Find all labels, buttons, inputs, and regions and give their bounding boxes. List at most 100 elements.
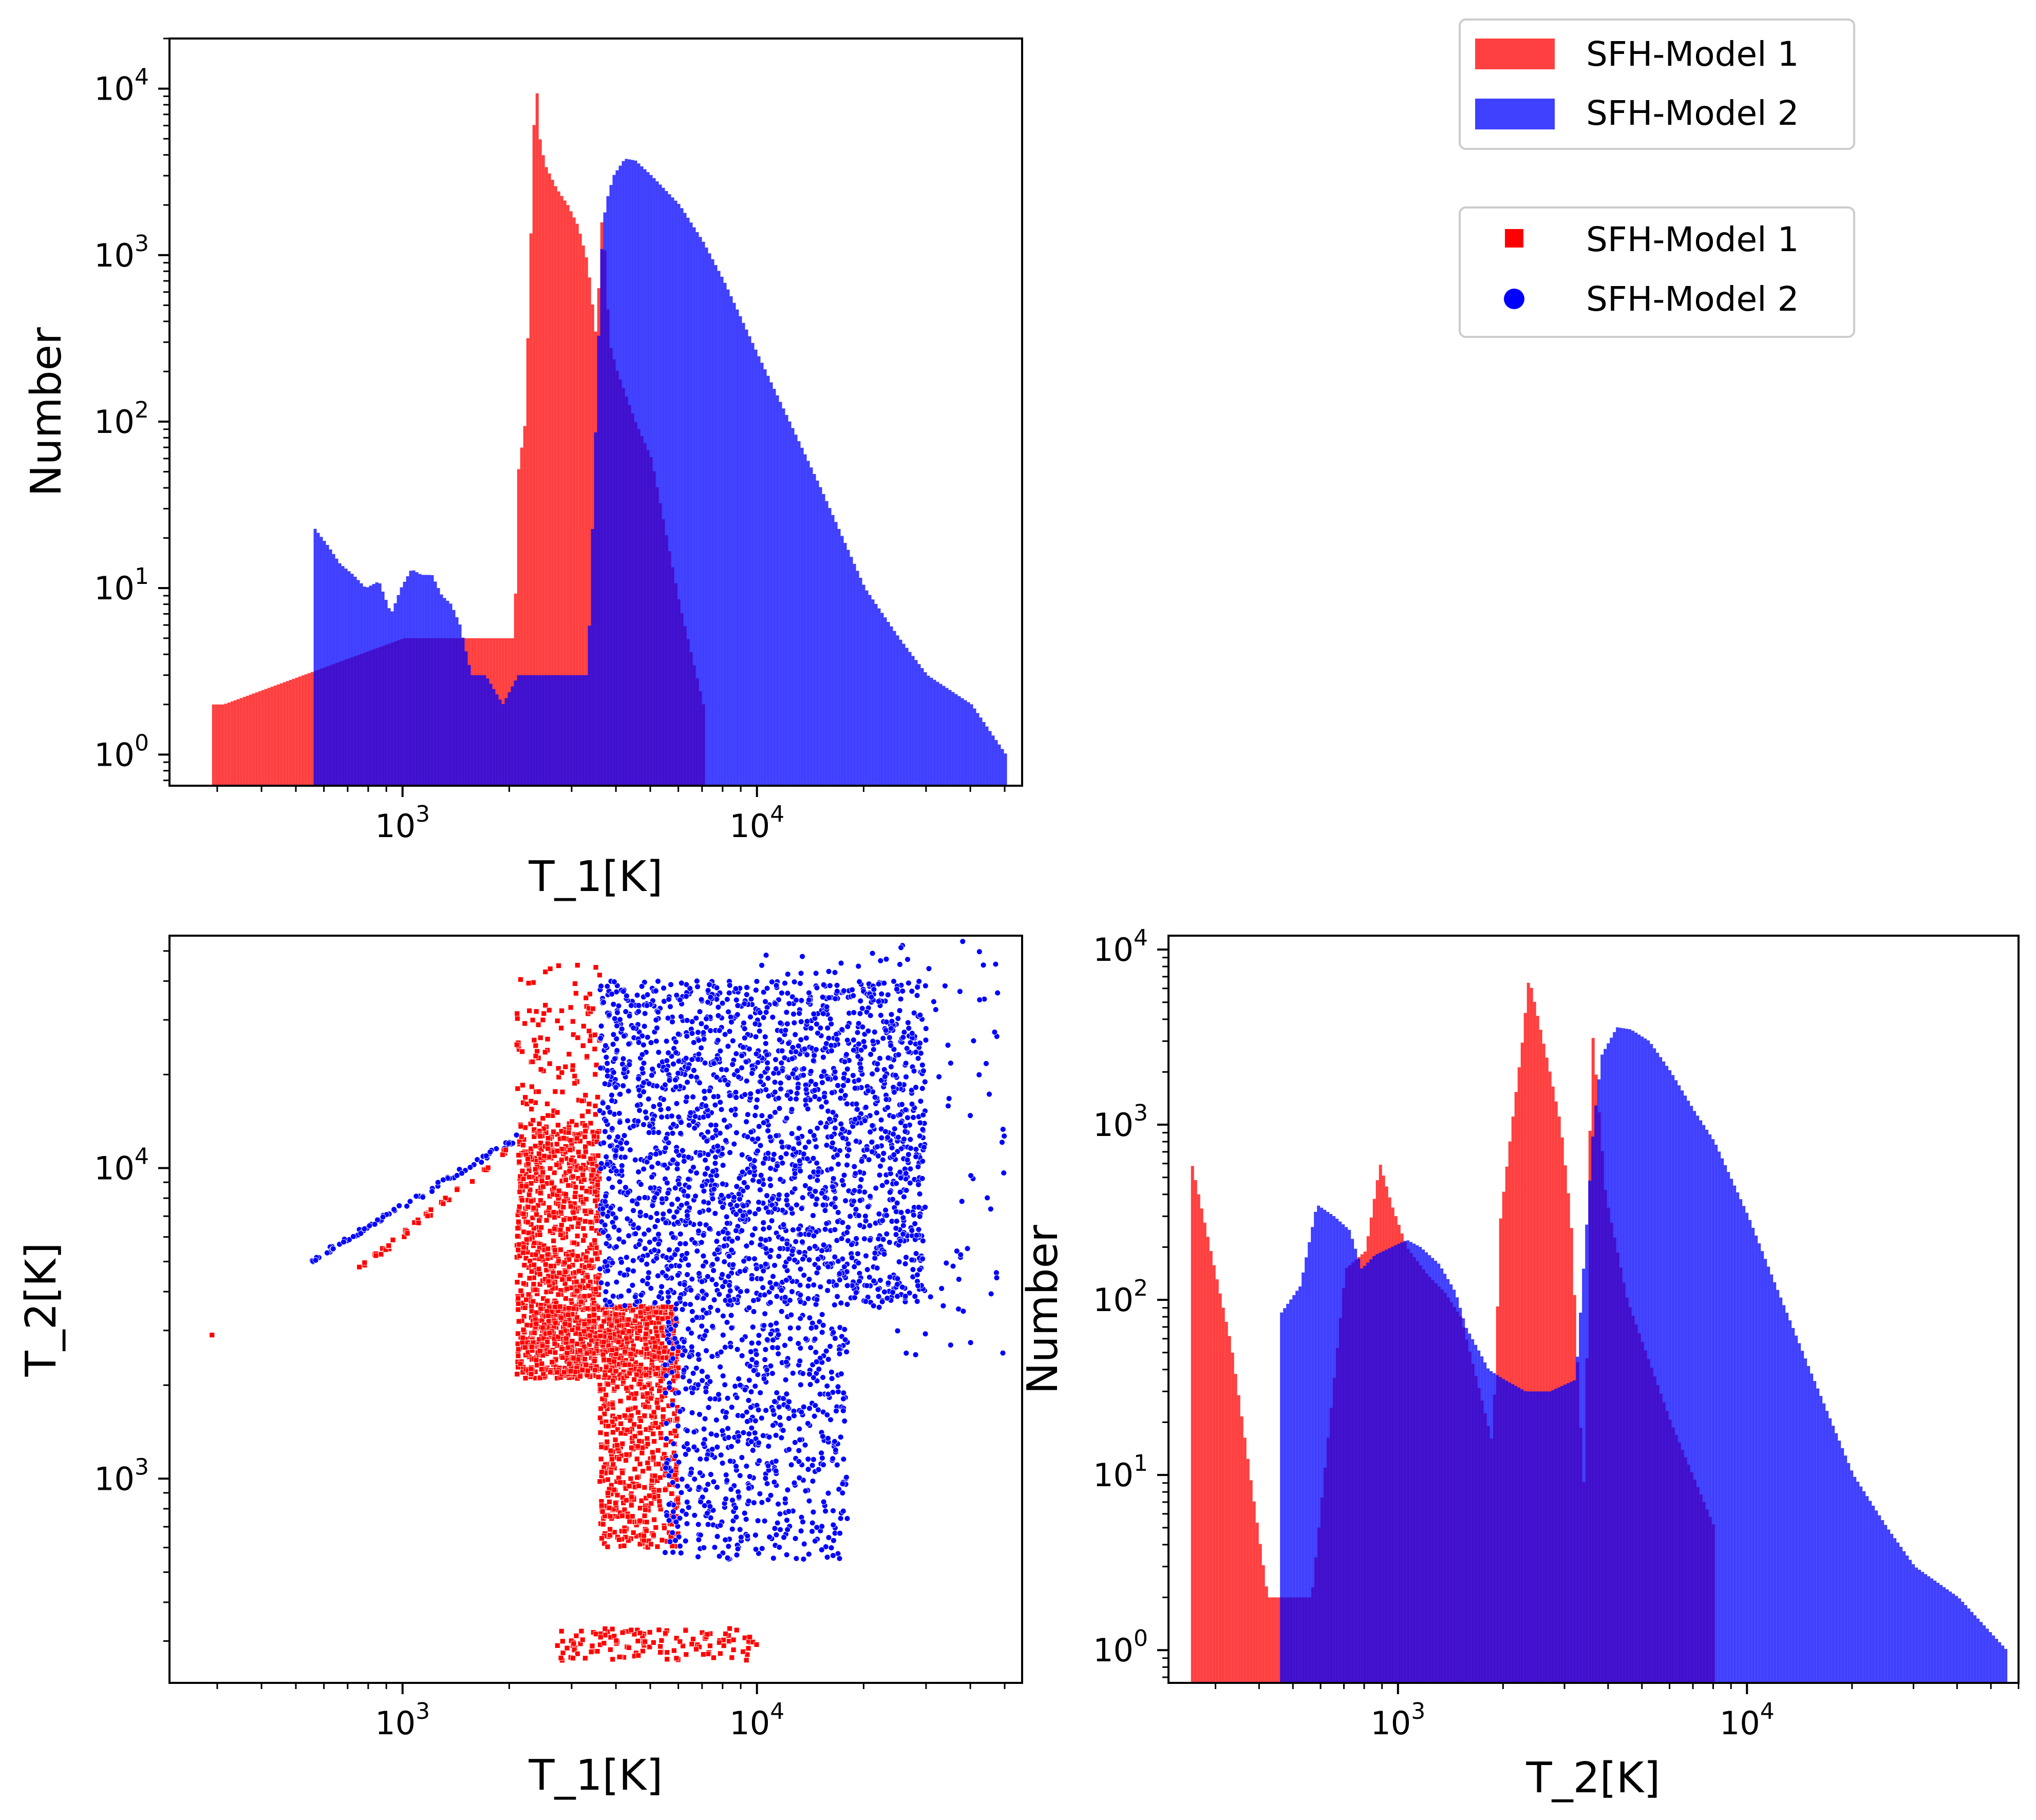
scatter-point-model1 bbox=[575, 1149, 581, 1155]
scatter-point-model2 bbox=[688, 1287, 694, 1294]
scatter-point-model1 bbox=[656, 1388, 663, 1394]
scatter-point-model2 bbox=[784, 1092, 790, 1098]
histogram-bar-model2 bbox=[957, 696, 961, 786]
histogram-bar-model1 bbox=[307, 673, 311, 786]
scatter-point-model1 bbox=[610, 1429, 616, 1435]
scatter-point-model2 bbox=[728, 1019, 734, 1026]
scatter-point-model2 bbox=[920, 1238, 926, 1244]
scatter-point-model2 bbox=[760, 1219, 767, 1226]
scatter-point-model1 bbox=[582, 1134, 588, 1140]
scatter-point-model1 bbox=[529, 1308, 535, 1314]
scatter-point-model2 bbox=[813, 1144, 819, 1150]
histogram-t1-ylabel: Number bbox=[22, 327, 71, 497]
scatter-point-model2 bbox=[603, 1240, 610, 1247]
scatter-point-model2 bbox=[839, 1219, 846, 1226]
scatter-point-model2 bbox=[756, 1178, 762, 1185]
scatter-point-model1 bbox=[643, 1372, 649, 1378]
scatter-point-model2 bbox=[767, 1176, 774, 1182]
scatter-point-model1 bbox=[525, 980, 532, 986]
scatter-point-model1 bbox=[582, 1208, 588, 1214]
scatter-point-model1 bbox=[555, 1122, 561, 1128]
scatter-point-model2 bbox=[665, 1289, 671, 1296]
scatter-point-model2 bbox=[607, 1143, 614, 1149]
scatter-point-model1 bbox=[610, 1656, 616, 1662]
scatter-point-model1 bbox=[565, 1182, 572, 1188]
scatter-point-model1 bbox=[675, 1364, 682, 1371]
scatter-point-model1 bbox=[537, 1035, 543, 1041]
histogram-bar-model2 bbox=[578, 675, 582, 786]
scatter-point-model1 bbox=[530, 1117, 536, 1123]
histogram-bar-model2 bbox=[477, 675, 480, 786]
histogram-bar-model2 bbox=[692, 227, 696, 786]
scatter-point-model1 bbox=[525, 1204, 531, 1210]
histogram-bar-model2 bbox=[637, 163, 640, 786]
scatter-point-model2 bbox=[602, 1288, 609, 1295]
histogram-bar-model2 bbox=[406, 576, 409, 786]
scatter-point-model1 bbox=[554, 1369, 560, 1375]
histogram-bar-model2 bbox=[424, 575, 428, 786]
scatter-point-model2 bbox=[751, 1164, 758, 1171]
scatter-point-model1 bbox=[597, 1430, 604, 1436]
scatter-point-model2 bbox=[886, 1239, 893, 1246]
histogram-bar-model2 bbox=[874, 603, 878, 786]
scatter-point-model2 bbox=[760, 1267, 767, 1274]
scatter-point-model2 bbox=[733, 1202, 740, 1209]
scatter-point-model2 bbox=[777, 1020, 784, 1026]
scatter-point-model1 bbox=[628, 1502, 634, 1508]
histogram-bar-model2 bbox=[726, 289, 730, 786]
scatter-point-model1 bbox=[582, 1218, 588, 1224]
scatter-point-model1 bbox=[637, 1518, 643, 1524]
scatter-point-model2 bbox=[672, 1039, 679, 1045]
scatter-point-model2 bbox=[604, 1067, 611, 1074]
histogram-bar-model1 bbox=[585, 257, 588, 786]
histogram-bar-model2 bbox=[612, 175, 616, 786]
scatter-point-model1 bbox=[613, 1351, 619, 1357]
scatter-point-model1 bbox=[561, 1217, 567, 1223]
scatter-point-model2 bbox=[779, 1236, 785, 1242]
scatter-point-model1 bbox=[563, 1177, 569, 1183]
scatter-point-model2 bbox=[807, 1128, 814, 1135]
scatter-point-model2 bbox=[652, 988, 659, 994]
scatter-point-model1 bbox=[548, 1263, 554, 1269]
histogram-bar-model2 bbox=[951, 692, 955, 786]
histogram-bar-model2 bbox=[618, 165, 622, 786]
scatter-point-model2 bbox=[601, 1222, 608, 1228]
histogram-bar-model2 bbox=[914, 660, 918, 786]
scatter-point-model1 bbox=[589, 1225, 595, 1231]
scatter-point-model2 bbox=[820, 1202, 826, 1208]
histogram-bar-model2 bbox=[705, 247, 708, 786]
scatter-point-model2 bbox=[700, 1029, 707, 1036]
scatter-point-model1 bbox=[636, 1483, 642, 1489]
scatter-point-model1 bbox=[705, 1651, 711, 1657]
scatter-point-model2 bbox=[635, 1002, 642, 1009]
scatter-point-model1 bbox=[669, 1491, 674, 1496]
scatter-point-model2 bbox=[681, 1188, 687, 1195]
scatter-point-model2 bbox=[639, 1065, 646, 1072]
scatter-point-model2 bbox=[673, 1148, 680, 1154]
scatter-point-model2 bbox=[599, 1099, 606, 1106]
scatter-point-model2 bbox=[872, 1250, 878, 1256]
scatter-point-model2 bbox=[862, 1298, 869, 1305]
histogram-bar-model1 bbox=[239, 698, 243, 786]
histogram-bar-model2 bbox=[797, 441, 801, 786]
histogram-bar-model2 bbox=[421, 575, 425, 786]
scatter-point-model1 bbox=[586, 1263, 592, 1269]
scatter-point-model2 bbox=[703, 1103, 709, 1109]
scatter-point-model2 bbox=[652, 1299, 658, 1306]
scatter-point-model2 bbox=[783, 1197, 790, 1203]
scatter-point-model2 bbox=[871, 1029, 878, 1035]
scatter-point-model1 bbox=[526, 1008, 533, 1014]
scatter-point-model1 bbox=[609, 1626, 615, 1632]
scatter-point-model1 bbox=[592, 1198, 598, 1204]
histogram-bar-model1 bbox=[298, 676, 301, 786]
scatter-point-model1 bbox=[579, 1113, 586, 1119]
scatter-point-model1 bbox=[574, 1233, 580, 1239]
scatter-point-model2 bbox=[741, 1035, 748, 1041]
scatter-point-model2 bbox=[915, 1055, 921, 1061]
histogram-bar-model2 bbox=[393, 603, 397, 786]
scatter-point-model2 bbox=[712, 1210, 719, 1217]
scatter-point-model2 bbox=[810, 1282, 817, 1288]
scatter-point-model1 bbox=[537, 1375, 543, 1381]
scatter-point-model2 bbox=[812, 1087, 818, 1094]
histogram-bar-model2 bbox=[674, 200, 677, 786]
